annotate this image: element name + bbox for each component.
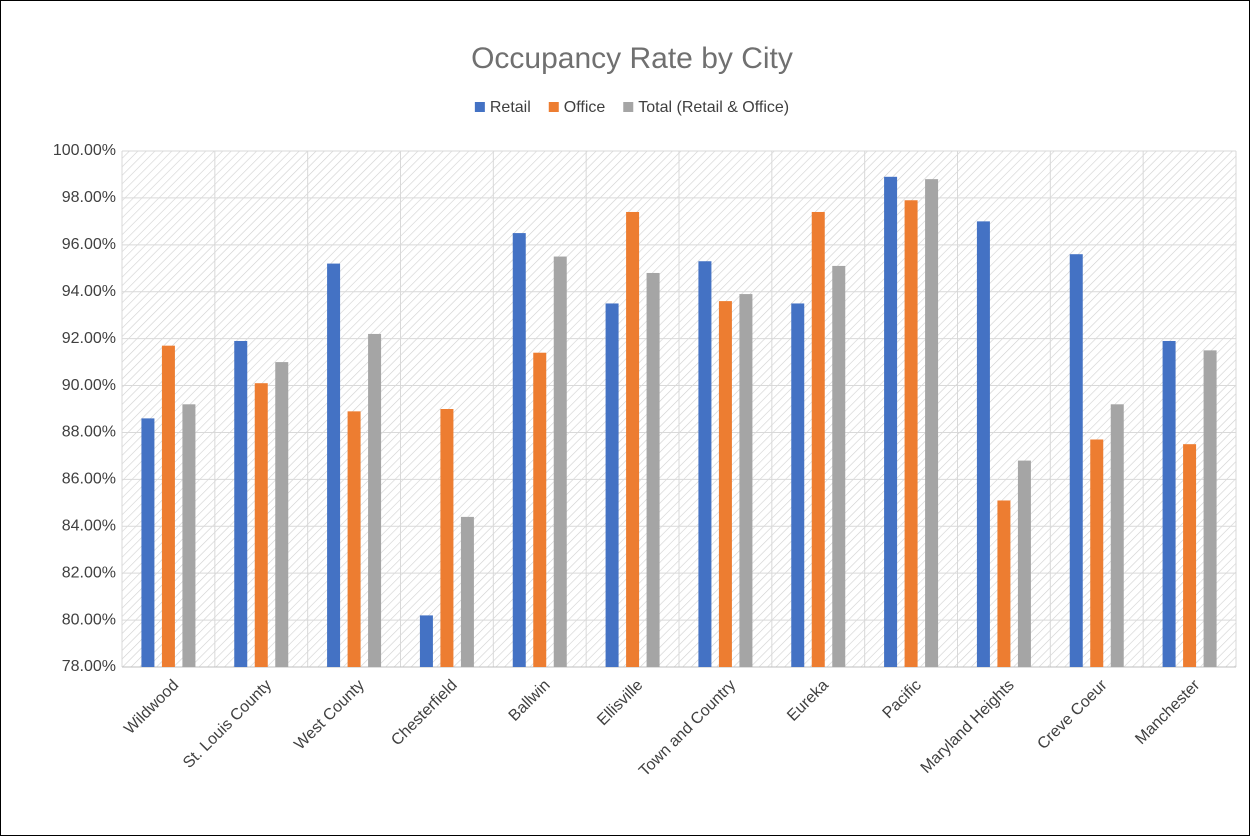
- bar: [512, 233, 526, 667]
- bar: [1110, 404, 1124, 667]
- bar: [327, 263, 341, 667]
- bar: [626, 211, 640, 667]
- y-tick-label: 78.00%: [62, 658, 116, 675]
- bar: [440, 409, 454, 667]
- bar: [646, 272, 660, 667]
- bar: [161, 345, 175, 667]
- bar: [254, 383, 268, 667]
- bar: [791, 303, 805, 667]
- bar: [460, 516, 474, 667]
- bar: [347, 411, 361, 667]
- bar: [141, 418, 155, 667]
- bar: [182, 404, 196, 667]
- legend-label: Retail: [490, 99, 531, 116]
- bar: [275, 362, 289, 667]
- legend-swatch: [474, 102, 485, 112]
- y-tick-label: 94.00%: [62, 283, 116, 300]
- legend-swatch: [548, 102, 559, 112]
- bar: [234, 340, 248, 667]
- y-tick-label: 80.00%: [62, 611, 116, 628]
- bar: [605, 303, 619, 667]
- y-tick-label: 86.00%: [62, 471, 116, 488]
- bar: [811, 211, 825, 667]
- y-tick-label: 90.00%: [62, 377, 116, 394]
- bar: [1090, 439, 1104, 667]
- bar: [1017, 460, 1031, 667]
- bar: [1069, 254, 1083, 667]
- legend-label: Office: [564, 99, 606, 116]
- legend-label: Total (Retail & Office): [638, 99, 789, 116]
- bar: [832, 265, 846, 667]
- legend-swatch: [623, 102, 634, 112]
- bar: [925, 179, 939, 668]
- y-tick-label: 96.00%: [62, 236, 116, 253]
- bar: [976, 221, 990, 667]
- bar: [997, 500, 1011, 667]
- bar: [718, 301, 732, 667]
- y-tick-label: 98.00%: [62, 189, 116, 206]
- bar: [419, 615, 433, 667]
- bar: [698, 261, 712, 667]
- bar: [368, 333, 382, 667]
- bar: [884, 176, 898, 668]
- chart-title: Occupancy Rate by City: [471, 42, 793, 75]
- bar: [553, 256, 567, 667]
- y-tick-label: 100.00%: [53, 142, 116, 159]
- bar: [1162, 340, 1176, 667]
- bar: [904, 200, 918, 667]
- y-tick-label: 84.00%: [62, 517, 116, 534]
- bar: [739, 294, 753, 667]
- y-tick-label: 88.00%: [62, 424, 116, 441]
- bar: [1203, 350, 1217, 667]
- y-tick-label: 82.00%: [62, 564, 116, 581]
- bar: [1183, 444, 1197, 667]
- bar: [533, 352, 547, 667]
- y-tick-label: 92.00%: [62, 330, 116, 347]
